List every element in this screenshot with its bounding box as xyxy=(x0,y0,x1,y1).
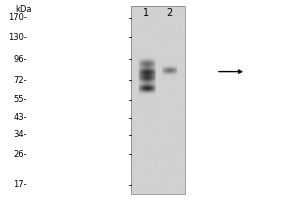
Text: 72-: 72- xyxy=(14,76,27,85)
Text: 130-: 130- xyxy=(8,33,27,42)
Text: 43-: 43- xyxy=(14,113,27,122)
Text: 170-: 170- xyxy=(8,13,27,22)
Text: 26-: 26- xyxy=(14,150,27,159)
Text: 34-: 34- xyxy=(14,130,27,139)
Bar xyxy=(130,6,184,194)
Text: 2: 2 xyxy=(166,8,172,18)
Text: 1: 1 xyxy=(142,8,149,18)
Text: 55-: 55- xyxy=(14,95,27,104)
Text: kDa: kDa xyxy=(16,5,32,14)
Text: 17-: 17- xyxy=(14,180,27,189)
Text: 96-: 96- xyxy=(14,55,27,64)
